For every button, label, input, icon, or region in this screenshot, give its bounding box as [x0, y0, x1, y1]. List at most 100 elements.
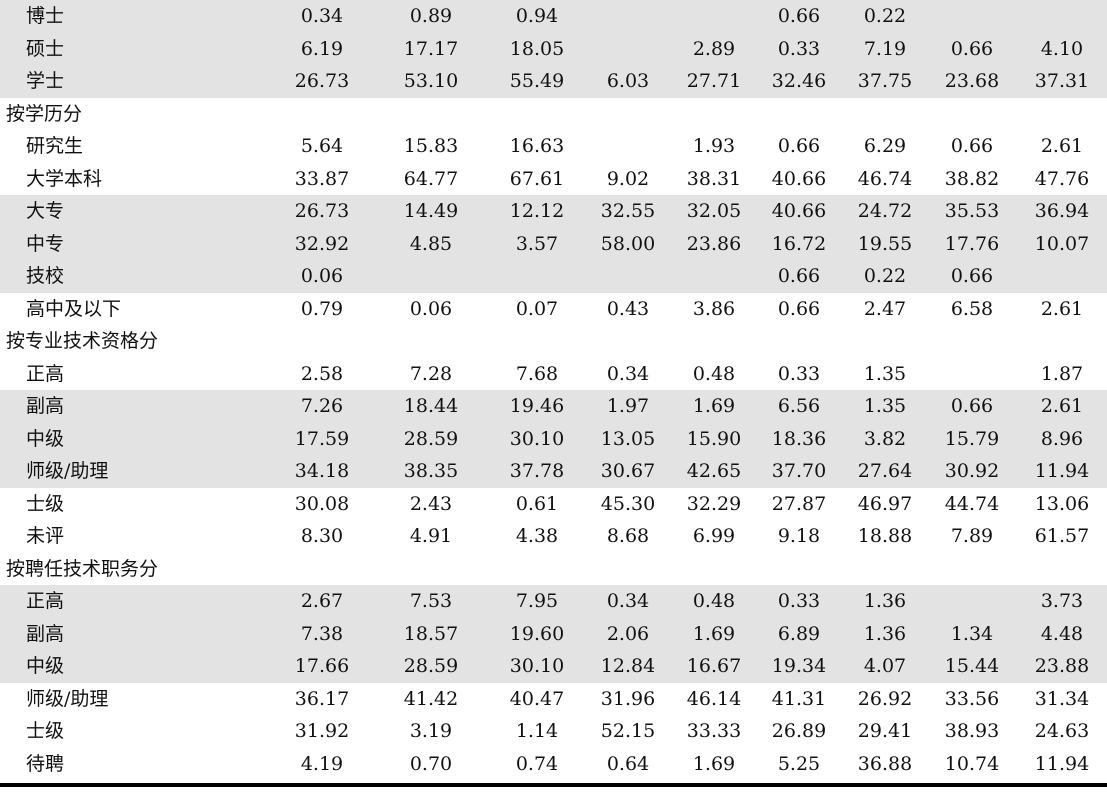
cell-value: 26.89 — [771, 720, 827, 742]
cell-value: 53.10 — [403, 70, 459, 92]
cell-value: 3.73 — [1040, 590, 1084, 612]
row-label: 副高 — [26, 395, 65, 417]
cell-value: 2.06 — [606, 622, 650, 645]
cell-value: 19.60 — [509, 622, 565, 645]
cell-value: 26.92 — [857, 687, 913, 710]
table-bottom-rule — [0, 783, 1107, 787]
cell-value: 34.18 — [294, 460, 350, 482]
cell-value: 19.46 — [509, 395, 565, 417]
cell-value: 1.14 — [515, 720, 559, 742]
cell-value: 6.56 — [777, 395, 821, 417]
cell-value: 37.31 — [1034, 70, 1090, 92]
row-gaozhong: 高中及以下 0.79 0.06 0.07 0.43 3.86 0.66 2.47… — [0, 293, 1107, 326]
cell-value: 13.06 — [1034, 492, 1090, 515]
cell-value: 1.87 — [1040, 362, 1084, 385]
cell-value: 0.70 — [409, 752, 453, 775]
cell-value: 11.94 — [1034, 752, 1090, 775]
cell-value: 45.30 — [600, 492, 656, 515]
cell-value: 1.69 — [692, 752, 736, 775]
row-appt-shiji: 士级 31.92 3.19 1.14 52.15 33.33 26.89 29.… — [0, 715, 1107, 748]
cell-value: 35.53 — [944, 200, 1000, 222]
cell-value: 2.89 — [692, 37, 736, 60]
cell-value: 12.84 — [600, 655, 656, 677]
row-appt-zhongji: 中级 17.66 28.59 30.10 12.84 16.67 19.34 4… — [0, 650, 1107, 683]
cell-value: 3.19 — [409, 720, 453, 742]
cell-value: 36.17 — [294, 687, 350, 710]
cell-value: 0.48 — [692, 362, 736, 385]
row-label: 大学本科 — [26, 167, 103, 190]
cell-value: 27.87 — [771, 492, 827, 515]
cell-value: 2.61 — [1040, 297, 1084, 320]
row-label: 中级 — [26, 655, 65, 677]
row-label: 正高 — [26, 362, 65, 385]
cell-value: 6.58 — [950, 297, 994, 320]
cell-value: 36.88 — [857, 752, 913, 775]
cell-value: 38.82 — [944, 167, 1000, 190]
cell-value: 27.64 — [857, 460, 913, 482]
cell-value: 0.66 — [950, 37, 994, 60]
cell-value: 3.57 — [515, 232, 559, 255]
cell-value: 18.36 — [771, 427, 827, 450]
cell-value: 30.92 — [944, 460, 1000, 482]
cell-value: 33.56 — [944, 687, 1000, 710]
cell-value: 67.61 — [509, 167, 565, 190]
cell-value: 7.38 — [300, 622, 344, 645]
cell-value: 44.74 — [944, 492, 1000, 515]
cell-value: 1.34 — [950, 622, 994, 645]
cell-value: 0.66 — [777, 135, 821, 157]
cell-value: 18.88 — [857, 525, 913, 547]
cell-value: 7.19 — [863, 37, 907, 60]
cell-value: 0.33 — [777, 362, 821, 385]
cell-value: 0.48 — [692, 590, 736, 612]
row-label: 士级 — [26, 492, 65, 515]
cell-value: 0.22 — [863, 265, 907, 287]
cell-value: 6.29 — [863, 135, 907, 157]
row-label: 待聘 — [26, 752, 65, 775]
cell-value: 32.46 — [771, 70, 827, 92]
cell-value: 28.59 — [403, 655, 459, 677]
row-label: 副高 — [26, 622, 65, 645]
cell-value: 17.66 — [294, 655, 350, 677]
row-label: 硕士 — [26, 37, 65, 60]
cell-value: 16.72 — [771, 232, 827, 255]
cell-value: 37.75 — [857, 70, 913, 92]
cell-value: 24.72 — [857, 200, 913, 222]
cell-value: 3.86 — [692, 297, 736, 320]
cell-value: 2.58 — [300, 362, 344, 385]
cell-value: 0.66 — [777, 297, 821, 320]
row-appt-zhenggao: 正高 2.67 7.53 7.95 0.34 0.48 0.33 1.36 3.… — [0, 585, 1107, 618]
cell-value: 18.05 — [509, 37, 565, 60]
cell-value: 32.92 — [294, 232, 350, 255]
cell-value: 23.88 — [1034, 655, 1090, 677]
row-appt-shiji-zhuli: 师级/助理 36.17 41.42 40.47 31.96 46.14 41.3… — [0, 683, 1107, 716]
cell-value: 46.97 — [857, 492, 913, 515]
cell-value: 10.74 — [944, 752, 1000, 775]
cell-value: 38.31 — [686, 167, 742, 190]
row-label: 未评 — [26, 525, 65, 547]
row-qual-zhongji: 中级 17.59 28.59 30.10 13.05 15.90 18.36 3… — [0, 422, 1107, 455]
cell-value: 27.71 — [686, 70, 742, 92]
cell-value: 2.43 — [409, 492, 453, 515]
cell-value: 15.79 — [944, 427, 1000, 450]
cell-value: 7.53 — [409, 590, 453, 612]
cell-value: 40.66 — [771, 200, 827, 222]
row-qual-fugao: 副高 7.26 18.44 19.46 1.97 1.69 6.56 1.35 … — [0, 390, 1107, 423]
row-boshi: 博士 0.34 0.89 0.94 0.66 0.22 — [0, 0, 1107, 33]
cell-value: 26.73 — [294, 200, 350, 222]
cell-value: 11.94 — [1034, 460, 1090, 482]
cell-value: 14.49 — [403, 200, 459, 222]
row-jixiao: 技校 0.06 0.66 0.22 0.66 — [0, 260, 1107, 293]
cell-value: 15.44 — [944, 655, 1000, 677]
cell-value: 32.55 — [600, 200, 656, 222]
row-label: 学士 — [26, 70, 65, 92]
cell-value: 0.66 — [777, 265, 821, 287]
cell-value: 52.15 — [600, 720, 656, 742]
section-label: 按学历分 — [6, 102, 83, 125]
cell-value: 0.64 — [606, 752, 650, 775]
row-label: 中专 — [26, 232, 65, 255]
cell-value: 4.48 — [1040, 622, 1084, 645]
cell-value: 37.78 — [509, 460, 565, 482]
cell-value: 41.31 — [771, 687, 827, 710]
cell-value: 64.77 — [403, 167, 459, 190]
row-qual-shiji: 士级 30.08 2.43 0.61 45.30 32.29 27.87 46.… — [0, 488, 1107, 521]
